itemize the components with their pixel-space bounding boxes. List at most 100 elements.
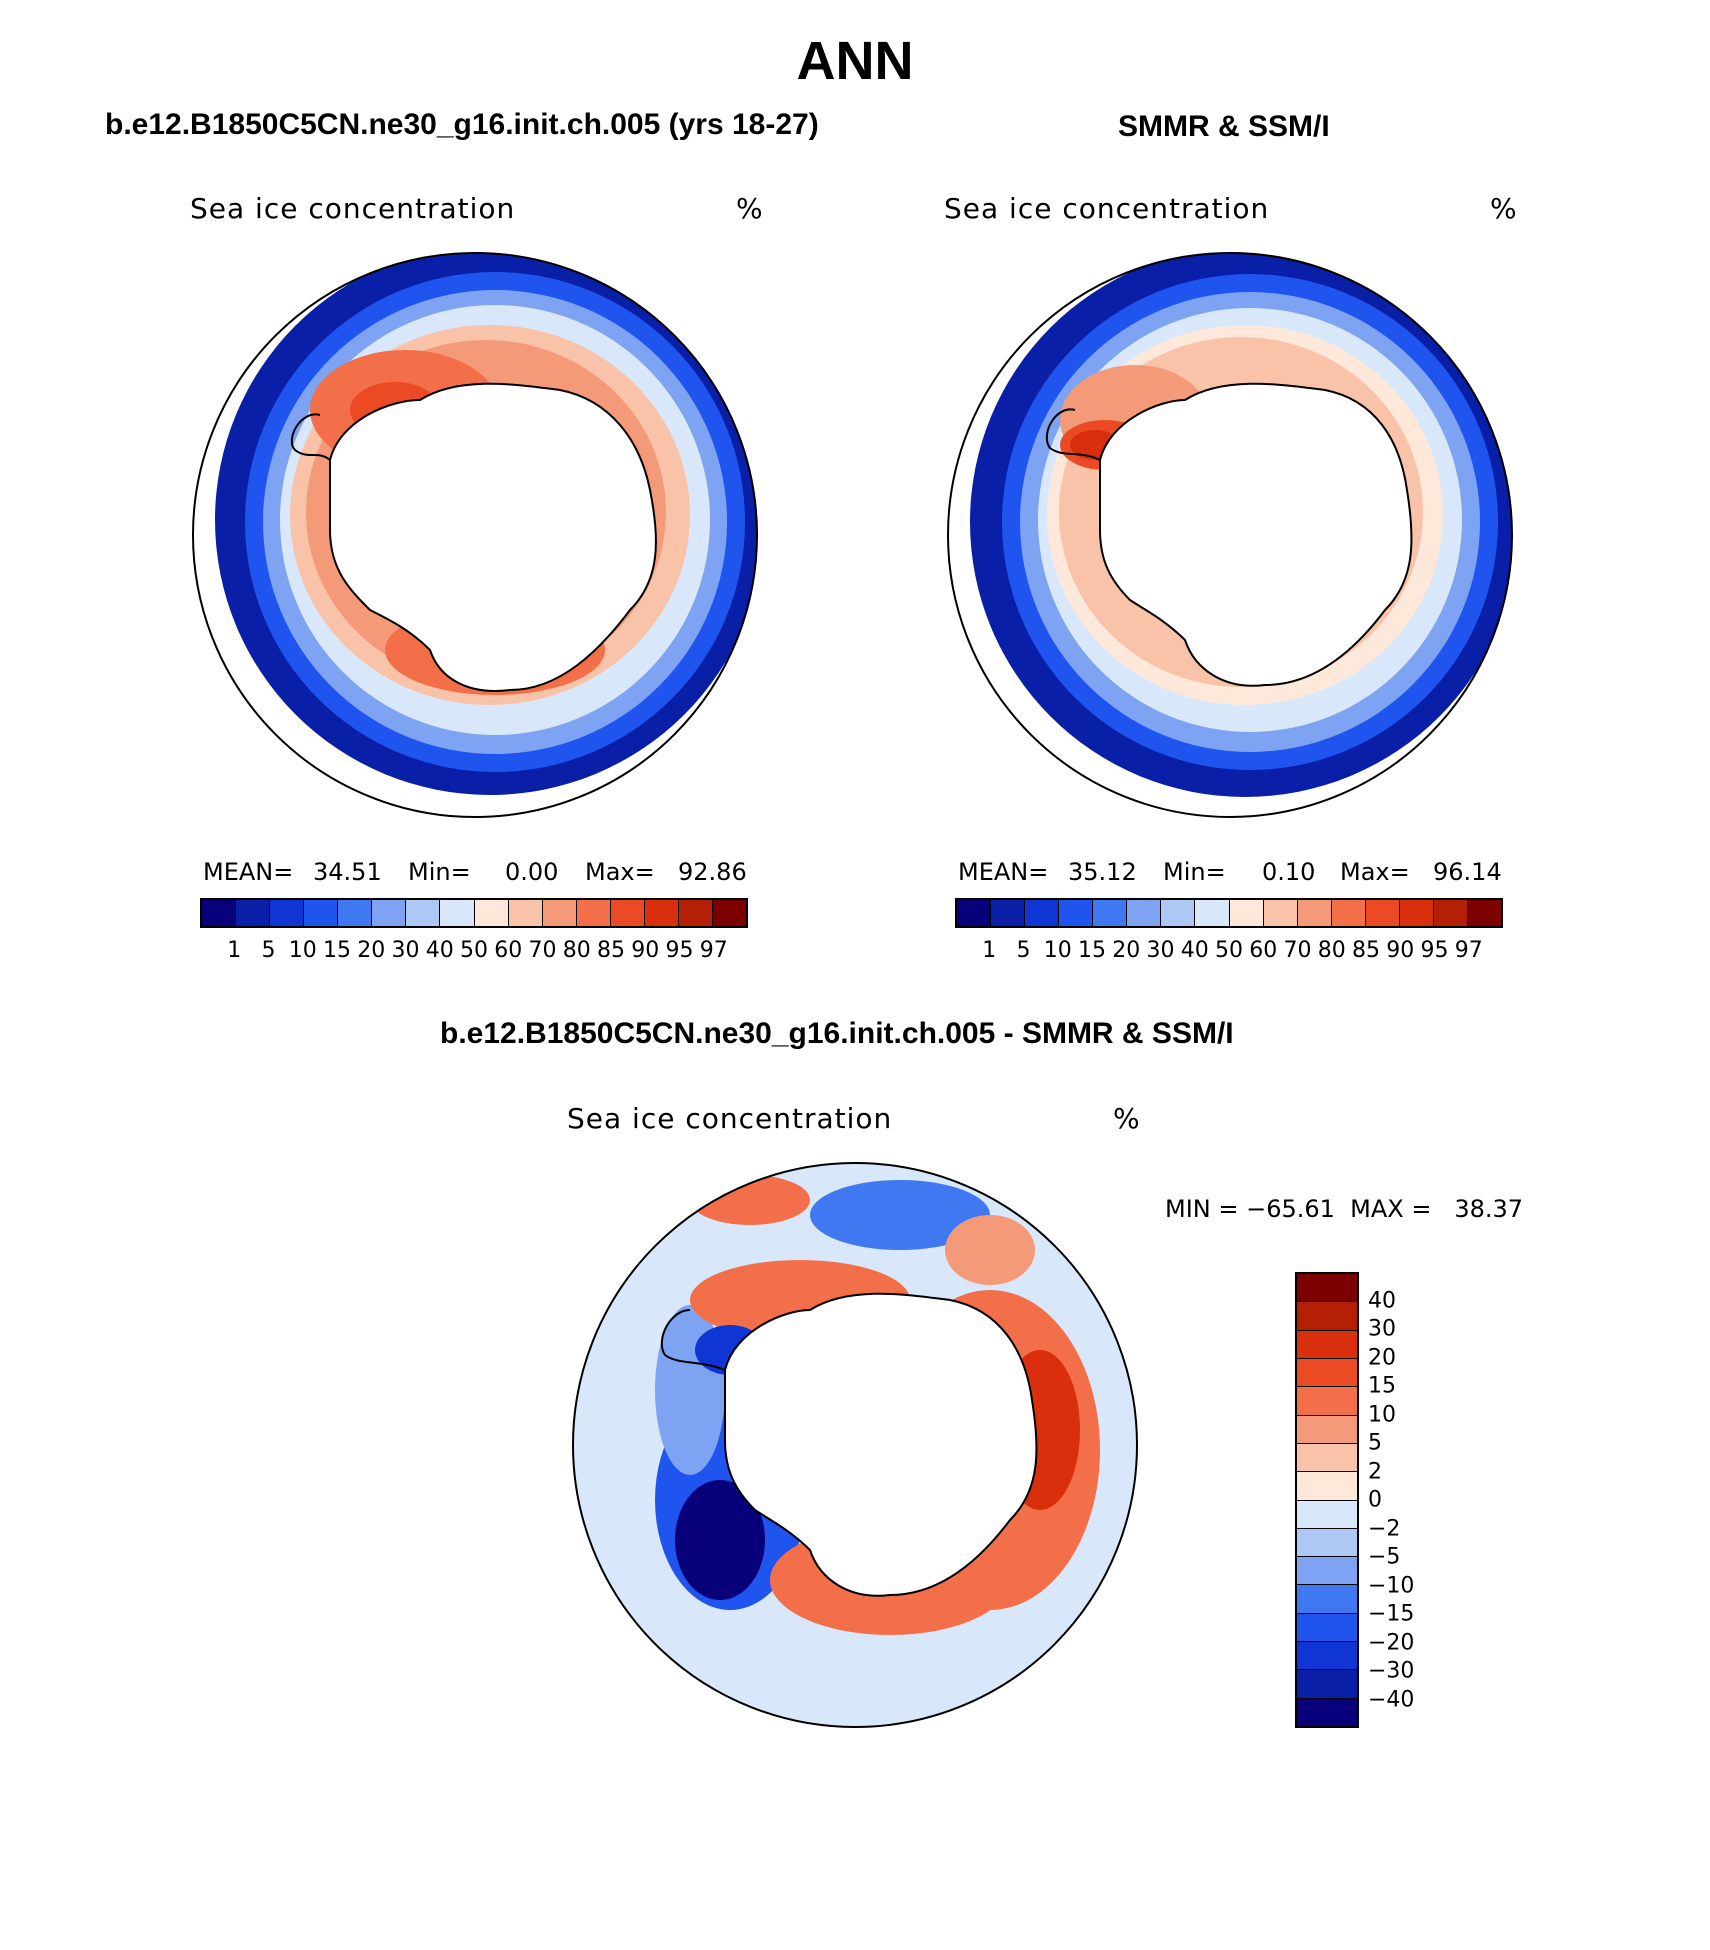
panel-2-colorbar-cell (1025, 900, 1060, 926)
panel-2-colorbar-tick-label: 95 (1420, 938, 1449, 963)
panel-1-colorbar-cell (610, 900, 645, 926)
panel-1-colorbar-tick-label: 60 (494, 938, 523, 963)
panel-1-title: b.e12.B1850C5CN.ne30_g16.init.ch.005 (yr… (105, 108, 819, 141)
panel-1-units-label: % (736, 192, 764, 225)
panel-1-colorbar-cell (236, 900, 271, 926)
panel-1-colorbar-cell (508, 900, 543, 926)
panel-1-colorbar (200, 898, 748, 928)
panel-2-colorbar-tick-label: 1 (982, 938, 997, 963)
panel-1-colorbar-cell (644, 900, 679, 926)
panel-2-min-label: Min= (1163, 858, 1226, 886)
panel-1-variable-label: Sea ice concentration (190, 192, 516, 225)
panel-3-colorbar-cell (1297, 1443, 1357, 1473)
panel-2-map (947, 252, 1513, 818)
panel-1-colorbar-cell (712, 900, 746, 926)
panel-2-colorbar-cell (1195, 900, 1230, 926)
panel-2-mean-label: MEAN= (958, 858, 1049, 886)
panel-3-colorbar-tick-label: 30 (1368, 1316, 1396, 1342)
panel-1-colorbar-cell (474, 900, 509, 926)
panel-2-colorbar-cell (1229, 900, 1264, 926)
panel-3-colorbar-cell (1297, 1387, 1357, 1416)
panel-1-colorbar-tick-label: 40 (425, 938, 454, 963)
panel-1-colorbar-tick-label: 15 (323, 938, 351, 963)
panel-3-colorbar-cell (1297, 1528, 1357, 1558)
panel-2-colorbar-tick-label: 15 (1078, 938, 1106, 963)
panel-3-variable-label: Sea ice concentration (567, 1102, 893, 1135)
panel-1-colorbar-tick-label: 80 (562, 938, 591, 963)
panel-2-mean-value: 35.12 (1068, 858, 1137, 886)
panel-2-variable-label: Sea ice concentration (944, 192, 1270, 225)
panel-1-colorbar-tick-label: 70 (528, 938, 557, 963)
panel-1-colorbar-cell (202, 900, 237, 926)
panel-2-max-label: Max= (1340, 858, 1410, 886)
panel-3-colorbar-tick-label: −10 (1368, 1573, 1415, 1598)
panel-1-colorbar-tick-label: 5 (261, 938, 276, 963)
panel-3-colorbar-tick-label: −40 (1368, 1687, 1415, 1712)
panel-3-colorbar-cell (1297, 1642, 1357, 1671)
panel-3-colorbar-tick-label: 15 (1368, 1373, 1396, 1399)
panel-1-colorbar-tick-label: 20 (357, 938, 386, 963)
panel-2-colorbar-cell (1127, 900, 1162, 926)
panel-3-minmax: MIN = −65.61 MAX = 38.37 (1165, 1195, 1524, 1223)
panel-2-colorbar (955, 898, 1503, 928)
panel-2-colorbar-cell (1161, 900, 1196, 926)
panel-3-colorbar-cell (1297, 1472, 1357, 1501)
panel-3-colorbar-cell (1297, 1585, 1357, 1614)
panel-1-colorbar-tick-label: 50 (460, 938, 488, 963)
panel-1-colorbar-cell (338, 900, 373, 926)
panel-3-map (572, 1162, 1138, 1728)
panel-2-colorbar-tick-label: 85 (1352, 938, 1380, 963)
panel-2-colorbar-tick-label: 97 (1454, 938, 1483, 963)
panel-1-mean-label: MEAN= (203, 858, 294, 886)
panel-2-colorbar-cell (1263, 900, 1298, 926)
panel-2-colorbar-cell (1093, 900, 1128, 926)
panel-1-mean-value: 34.51 (313, 858, 382, 886)
panel-2-max-value: 96.14 (1433, 858, 1502, 886)
panel-3-colorbar-tick-label: 40 (1368, 1288, 1396, 1313)
panel-3-colorbar-cell (1297, 1557, 1357, 1586)
panel-1-colorbar-tick-label: 30 (391, 938, 420, 963)
panel-3-title: b.e12.B1850C5CN.ne30_g16.init.ch.005 - S… (440, 1017, 1234, 1050)
panel-2-colorbar-cell (1059, 900, 1094, 926)
panel-1-colorbar-tick-label: 97 (699, 938, 728, 963)
panel-3-colorbar-cell (1297, 1613, 1357, 1643)
panel-2-colorbar-tick-label: 5 (1016, 938, 1031, 963)
panel-1-colorbar-tick-label: 1 (227, 938, 242, 963)
panel-2-colorbar-cell (1331, 900, 1366, 926)
panel-1-colorbar-cell (542, 900, 577, 926)
panel-2-units-label: % (1490, 192, 1518, 225)
panel-3-colorbar (1295, 1272, 1359, 1728)
panel-3-colorbar-cell (1297, 1330, 1357, 1359)
panel-2-title: SMMR & SSM/I (1118, 110, 1330, 143)
panel-2-colorbar-cell (1365, 900, 1400, 926)
panel-3-colorbar-cell (1297, 1670, 1357, 1699)
panel-2-colorbar-cell (1297, 900, 1332, 926)
panel-3-colorbar-ticks: 40 30 20 15 10 5 2 0 −2 −5 −10 −15 −20 −30 −40 (1368, 1272, 1448, 1728)
panel-2-colorbar-cell (1467, 900, 1501, 926)
panel-2-colorbar-tick-label: 10 (1043, 938, 1072, 963)
panel-1-min-label: Min= (408, 858, 471, 886)
panel-3-colorbar-tick-label: 10 (1368, 1402, 1396, 1427)
panel-1-colorbar-cell (372, 900, 407, 926)
panel-2-colorbar-cell (1399, 900, 1434, 926)
panel-1-colorbar-cell (576, 900, 611, 926)
panel-2-colorbar-tick-label: 70 (1283, 938, 1312, 963)
panel-3-colorbar-cell (1297, 1415, 1357, 1444)
panel-3-colorbar-tick-label: 20 (1368, 1345, 1396, 1370)
panel-1-colorbar-cell (678, 900, 713, 926)
panel-1-max-label: Max= (585, 858, 655, 886)
panel-1-colorbar-cell (406, 900, 441, 926)
panel-2-colorbar-tick-label: 60 (1249, 938, 1278, 963)
panel-2-colorbar-tick-label: 90 (1386, 938, 1415, 963)
panel-3-colorbar-tick-label: −15 (1368, 1601, 1415, 1627)
panel-3-units-label: % (1113, 1102, 1141, 1135)
panel-3-colorbar-tick-label: 0 (1368, 1487, 1382, 1513)
panel-3-colorbar-tick-label: −30 (1368, 1658, 1415, 1684)
panel-3-colorbar-cell (1297, 1500, 1357, 1529)
panel-2-colorbar-tick-label: 30 (1146, 938, 1175, 963)
panel-2-colorbar-tick-label: 80 (1317, 938, 1346, 963)
panel-3-colorbar-tick-label: −5 (1368, 1544, 1401, 1570)
panel-3-colorbar-cell (1297, 1302, 1357, 1331)
panel-1-colorbar-cell (440, 900, 475, 926)
panel-3-colorbar-tick-label: −2 (1368, 1516, 1401, 1541)
